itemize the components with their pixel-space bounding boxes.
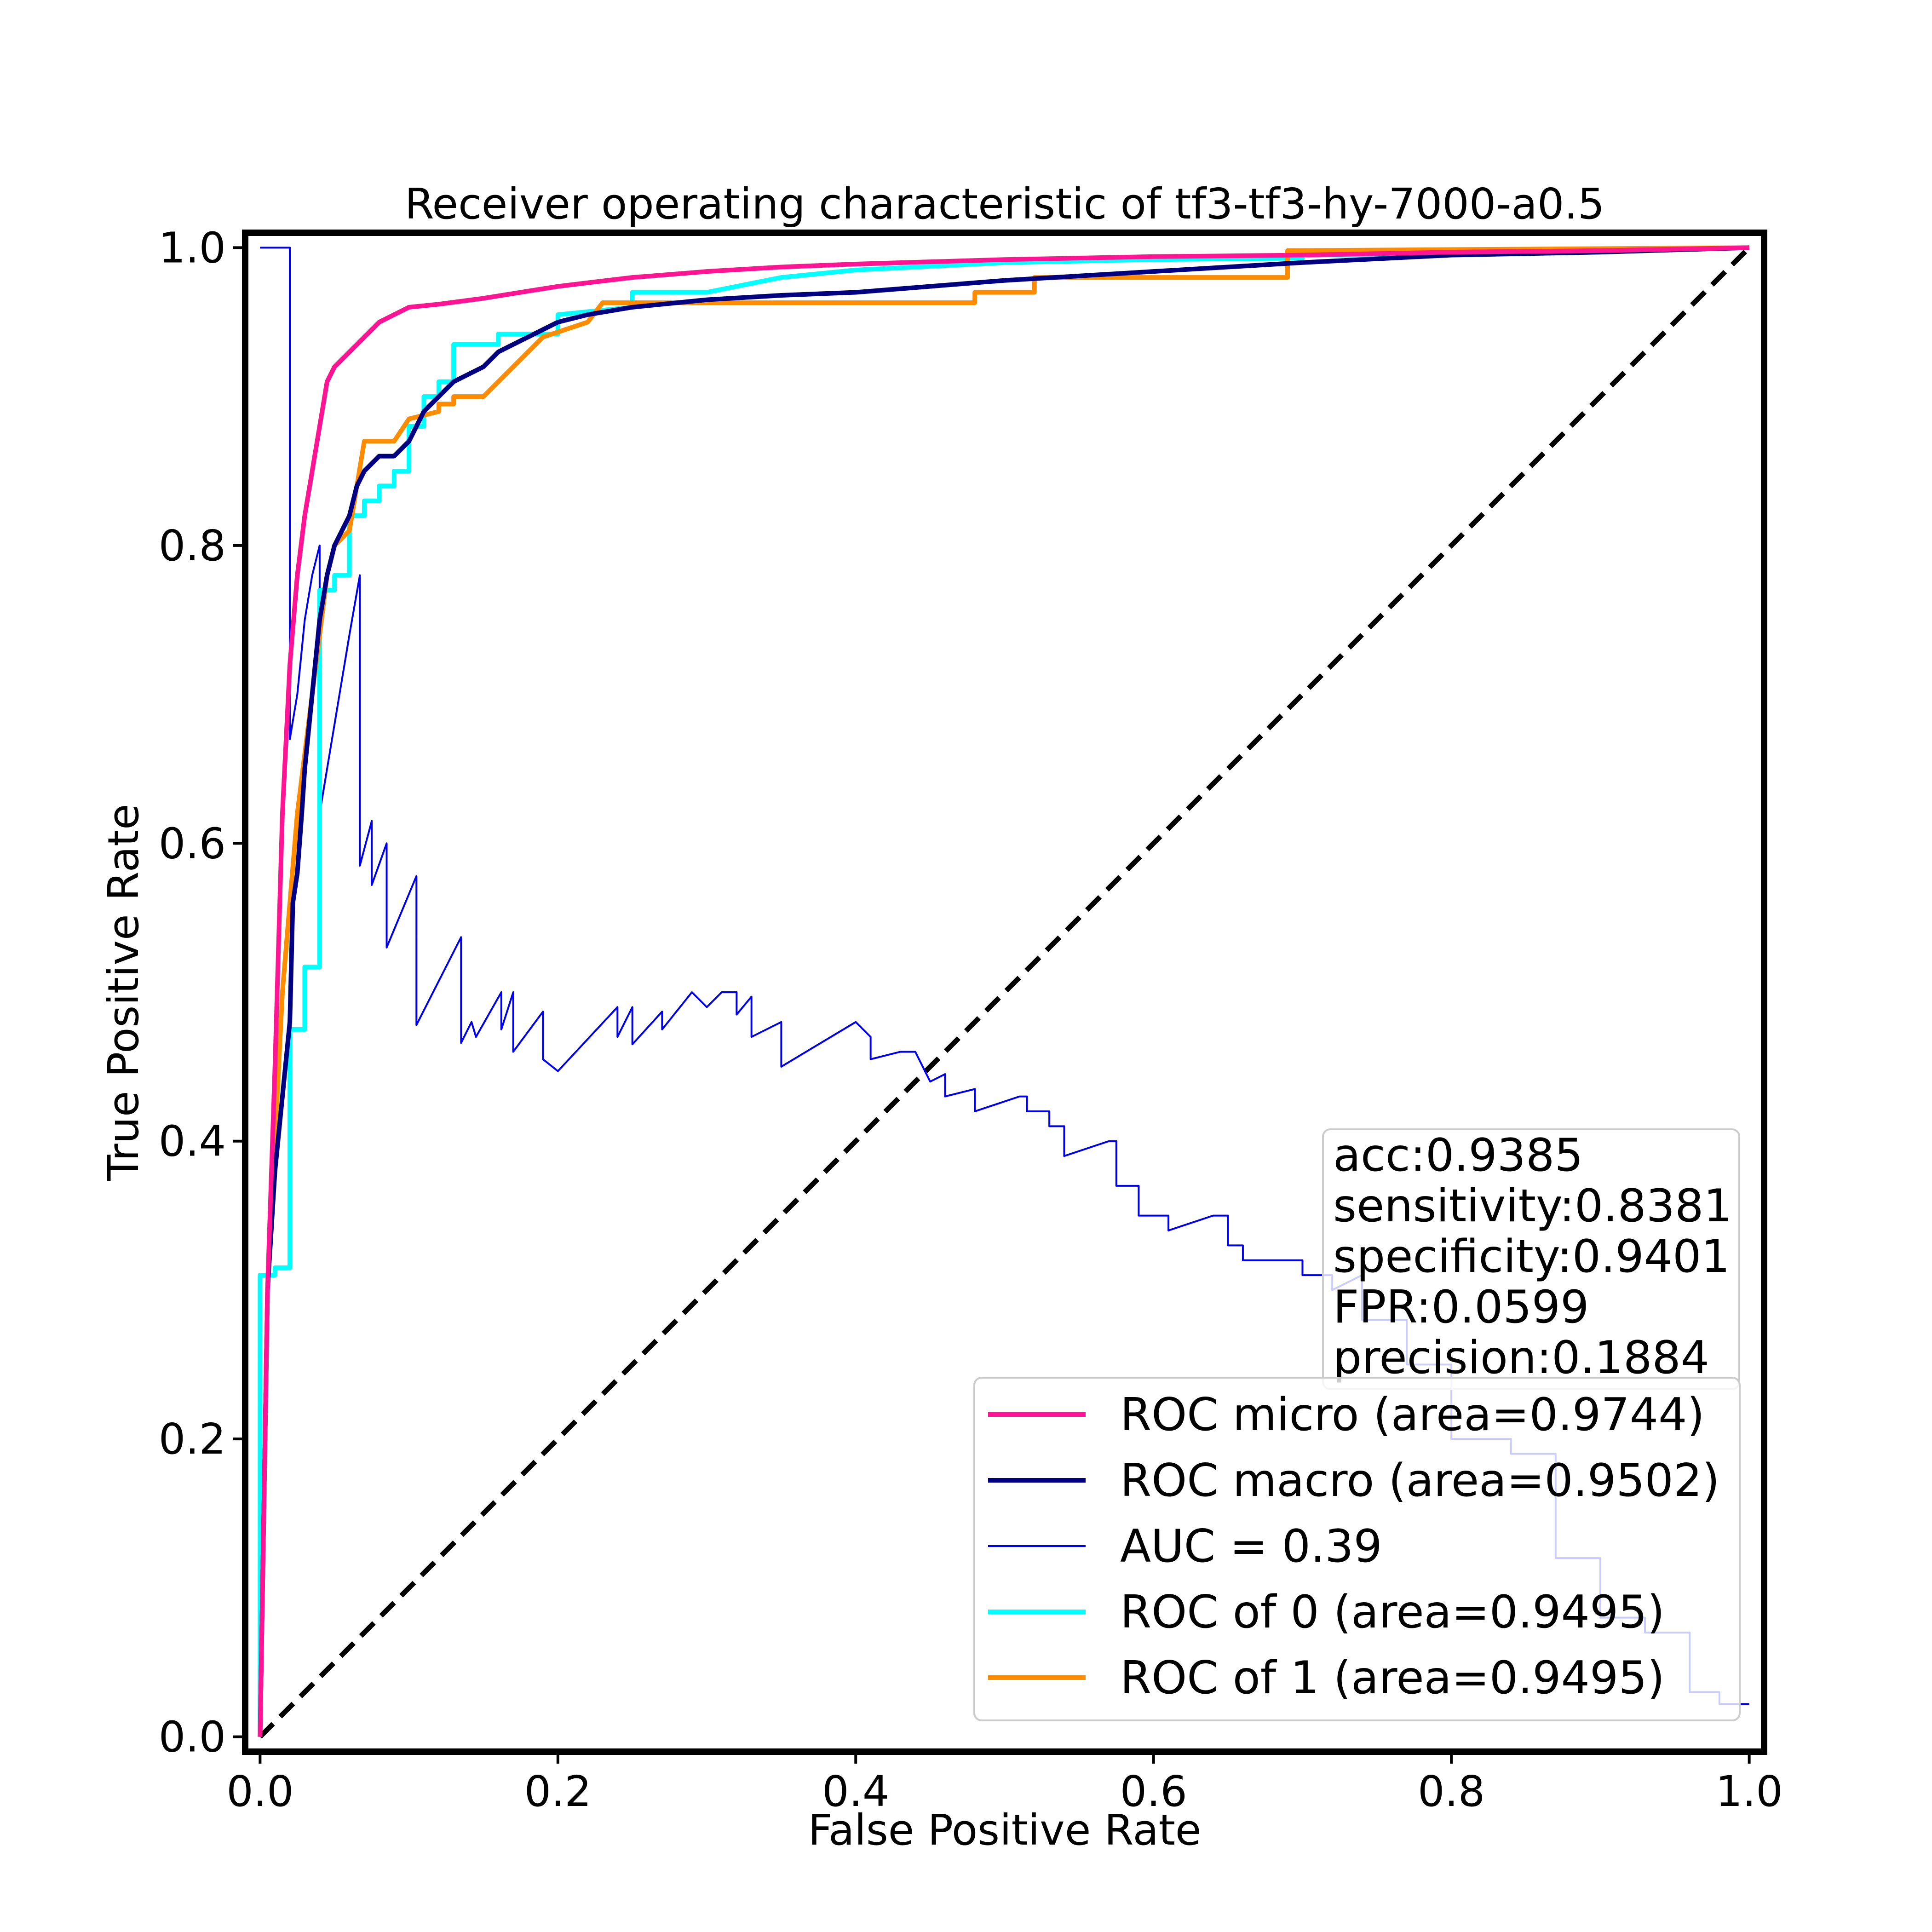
stats-precision: precision:0.1884 [1333,1332,1709,1384]
x-tick-label: 0.4 [822,1767,889,1816]
x-axis-ticks: 0.0 0.2 0.4 0.6 0.8 1.0 [226,1752,1783,1816]
y-tick-label: 0.8 [159,521,226,570]
plot-frame [242,230,1767,1755]
legend-label-auc-0-39: AUC = 0.39 [1120,1520,1382,1573]
x-axis-title: False Positive Rate [808,1806,1201,1855]
x-tick-label: 0.0 [226,1767,293,1816]
y-tick-label: 0.0 [159,1713,226,1762]
x-tick-label: 0.6 [1120,1767,1187,1816]
stats-specificity: specificity:0.9401 [1333,1230,1730,1283]
y-tick-label: 1.0 [159,223,226,272]
legend-label-roc-macro-area-0-9502: ROC macro (area=0.9502) [1120,1455,1719,1507]
stats-sensitivity: sensitivity:0.8381 [1333,1180,1732,1232]
legend-label-roc-of-1-area-0-9495: ROC of 1 (area=0.9495) [1120,1652,1665,1704]
x-tick-label: 1.0 [1715,1767,1782,1816]
stats-acc: acc:0.9385 [1333,1129,1583,1182]
x-tick-label: 0.2 [524,1767,592,1816]
series-layer [258,245,1751,1739]
y-axis-title: True Positive Rate [99,804,148,1181]
chance-diagonal [258,246,1751,1739]
y-tick-label: 0.4 [159,1117,226,1166]
series-line-roc-macro-area-0-9502 [258,245,1749,1737]
legend-frame [973,1377,1741,1721]
stats-box: acc:0.9385 sensitivity:0.8381 specificit… [1322,1128,1740,1390]
legend-label-roc-of-0-area-0-9495: ROC of 0 (area=0.9495) [1120,1586,1665,1639]
legend: ROC micro (area=0.9744) ROC macro (area=0… [973,1377,1741,1721]
legend-label-roc-micro-area-0-9744: ROC micro (area=0.9744) [1120,1389,1705,1441]
x-tick-label: 0.8 [1418,1767,1485,1816]
chart-title: Receiver operating characteristic of tf3… [405,179,1604,229]
y-tick-label: 0.2 [159,1414,226,1464]
stats-fpr: FPR:0.0599 [1333,1281,1589,1334]
series-line-roc-micro-area-0-9744 [258,245,1749,1737]
y-axis-ticks: 0.0 0.2 0.4 0.6 0.8 1.0 [159,223,245,1762]
y-tick-label: 0.6 [159,819,226,868]
